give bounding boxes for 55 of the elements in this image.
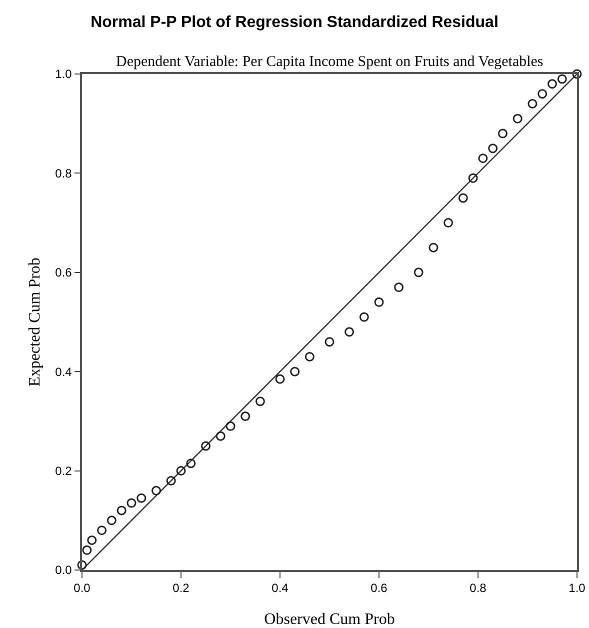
y-tick-label: 0.6 bbox=[55, 266, 72, 280]
point bbox=[216, 431, 226, 441]
point bbox=[226, 421, 236, 431]
x-tick-label: 0.6 bbox=[370, 581, 388, 596]
point bbox=[478, 154, 488, 164]
point bbox=[414, 268, 424, 278]
point bbox=[152, 486, 161, 496]
point bbox=[126, 498, 136, 508]
y-tick-label: 0.4 bbox=[55, 364, 72, 379]
chart-subtitle: Dependent Variable: Per Capita Income Spent on Fruits and Vegetables bbox=[116, 54, 544, 70]
point bbox=[572, 69, 582, 79]
x-tick-label: 0.4 bbox=[272, 581, 289, 596]
x-tick-label: 1.0 bbox=[568, 581, 586, 596]
x-tick-label: 0.2 bbox=[172, 581, 190, 596]
point bbox=[324, 337, 334, 347]
point bbox=[290, 366, 300, 376]
point bbox=[97, 526, 107, 536]
point bbox=[498, 128, 508, 138]
y-axis-title: Expected Cum Prob bbox=[26, 258, 44, 386]
point bbox=[458, 193, 468, 203]
x-axis-title: Observed Cum Prob bbox=[264, 611, 395, 628]
point bbox=[186, 458, 196, 468]
point bbox=[359, 312, 369, 322]
point bbox=[548, 79, 557, 89]
point bbox=[106, 516, 116, 526]
x-tick-label: 0.0 bbox=[74, 581, 91, 596]
point bbox=[240, 411, 250, 421]
point bbox=[166, 476, 176, 486]
y-tick-label: 0.8 bbox=[55, 166, 72, 180]
y-tick-label: 0.2 bbox=[55, 464, 72, 478]
x-tick-label: 0.8 bbox=[470, 581, 487, 596]
point bbox=[77, 560, 87, 570]
point bbox=[304, 352, 314, 362]
point bbox=[374, 297, 384, 307]
point bbox=[468, 173, 478, 183]
point bbox=[176, 466, 186, 476]
point bbox=[538, 89, 548, 99]
point bbox=[255, 396, 265, 406]
point bbox=[557, 74, 567, 84]
y-tick-label: 1.0 bbox=[55, 67, 72, 82]
point bbox=[512, 114, 522, 124]
point bbox=[344, 327, 354, 337]
point bbox=[488, 144, 498, 154]
chart-title: Normal P-P Plot of Regression Standardized Residual bbox=[90, 14, 498, 31]
point bbox=[87, 535, 97, 545]
point bbox=[444, 218, 454, 228]
point bbox=[136, 493, 146, 503]
point bbox=[275, 374, 285, 384]
y-tick-label: 0.0 bbox=[55, 563, 72, 578]
point bbox=[82, 545, 92, 555]
point bbox=[428, 242, 438, 252]
point bbox=[116, 506, 126, 516]
point bbox=[201, 441, 210, 451]
point bbox=[528, 99, 538, 109]
point bbox=[394, 282, 404, 292]
